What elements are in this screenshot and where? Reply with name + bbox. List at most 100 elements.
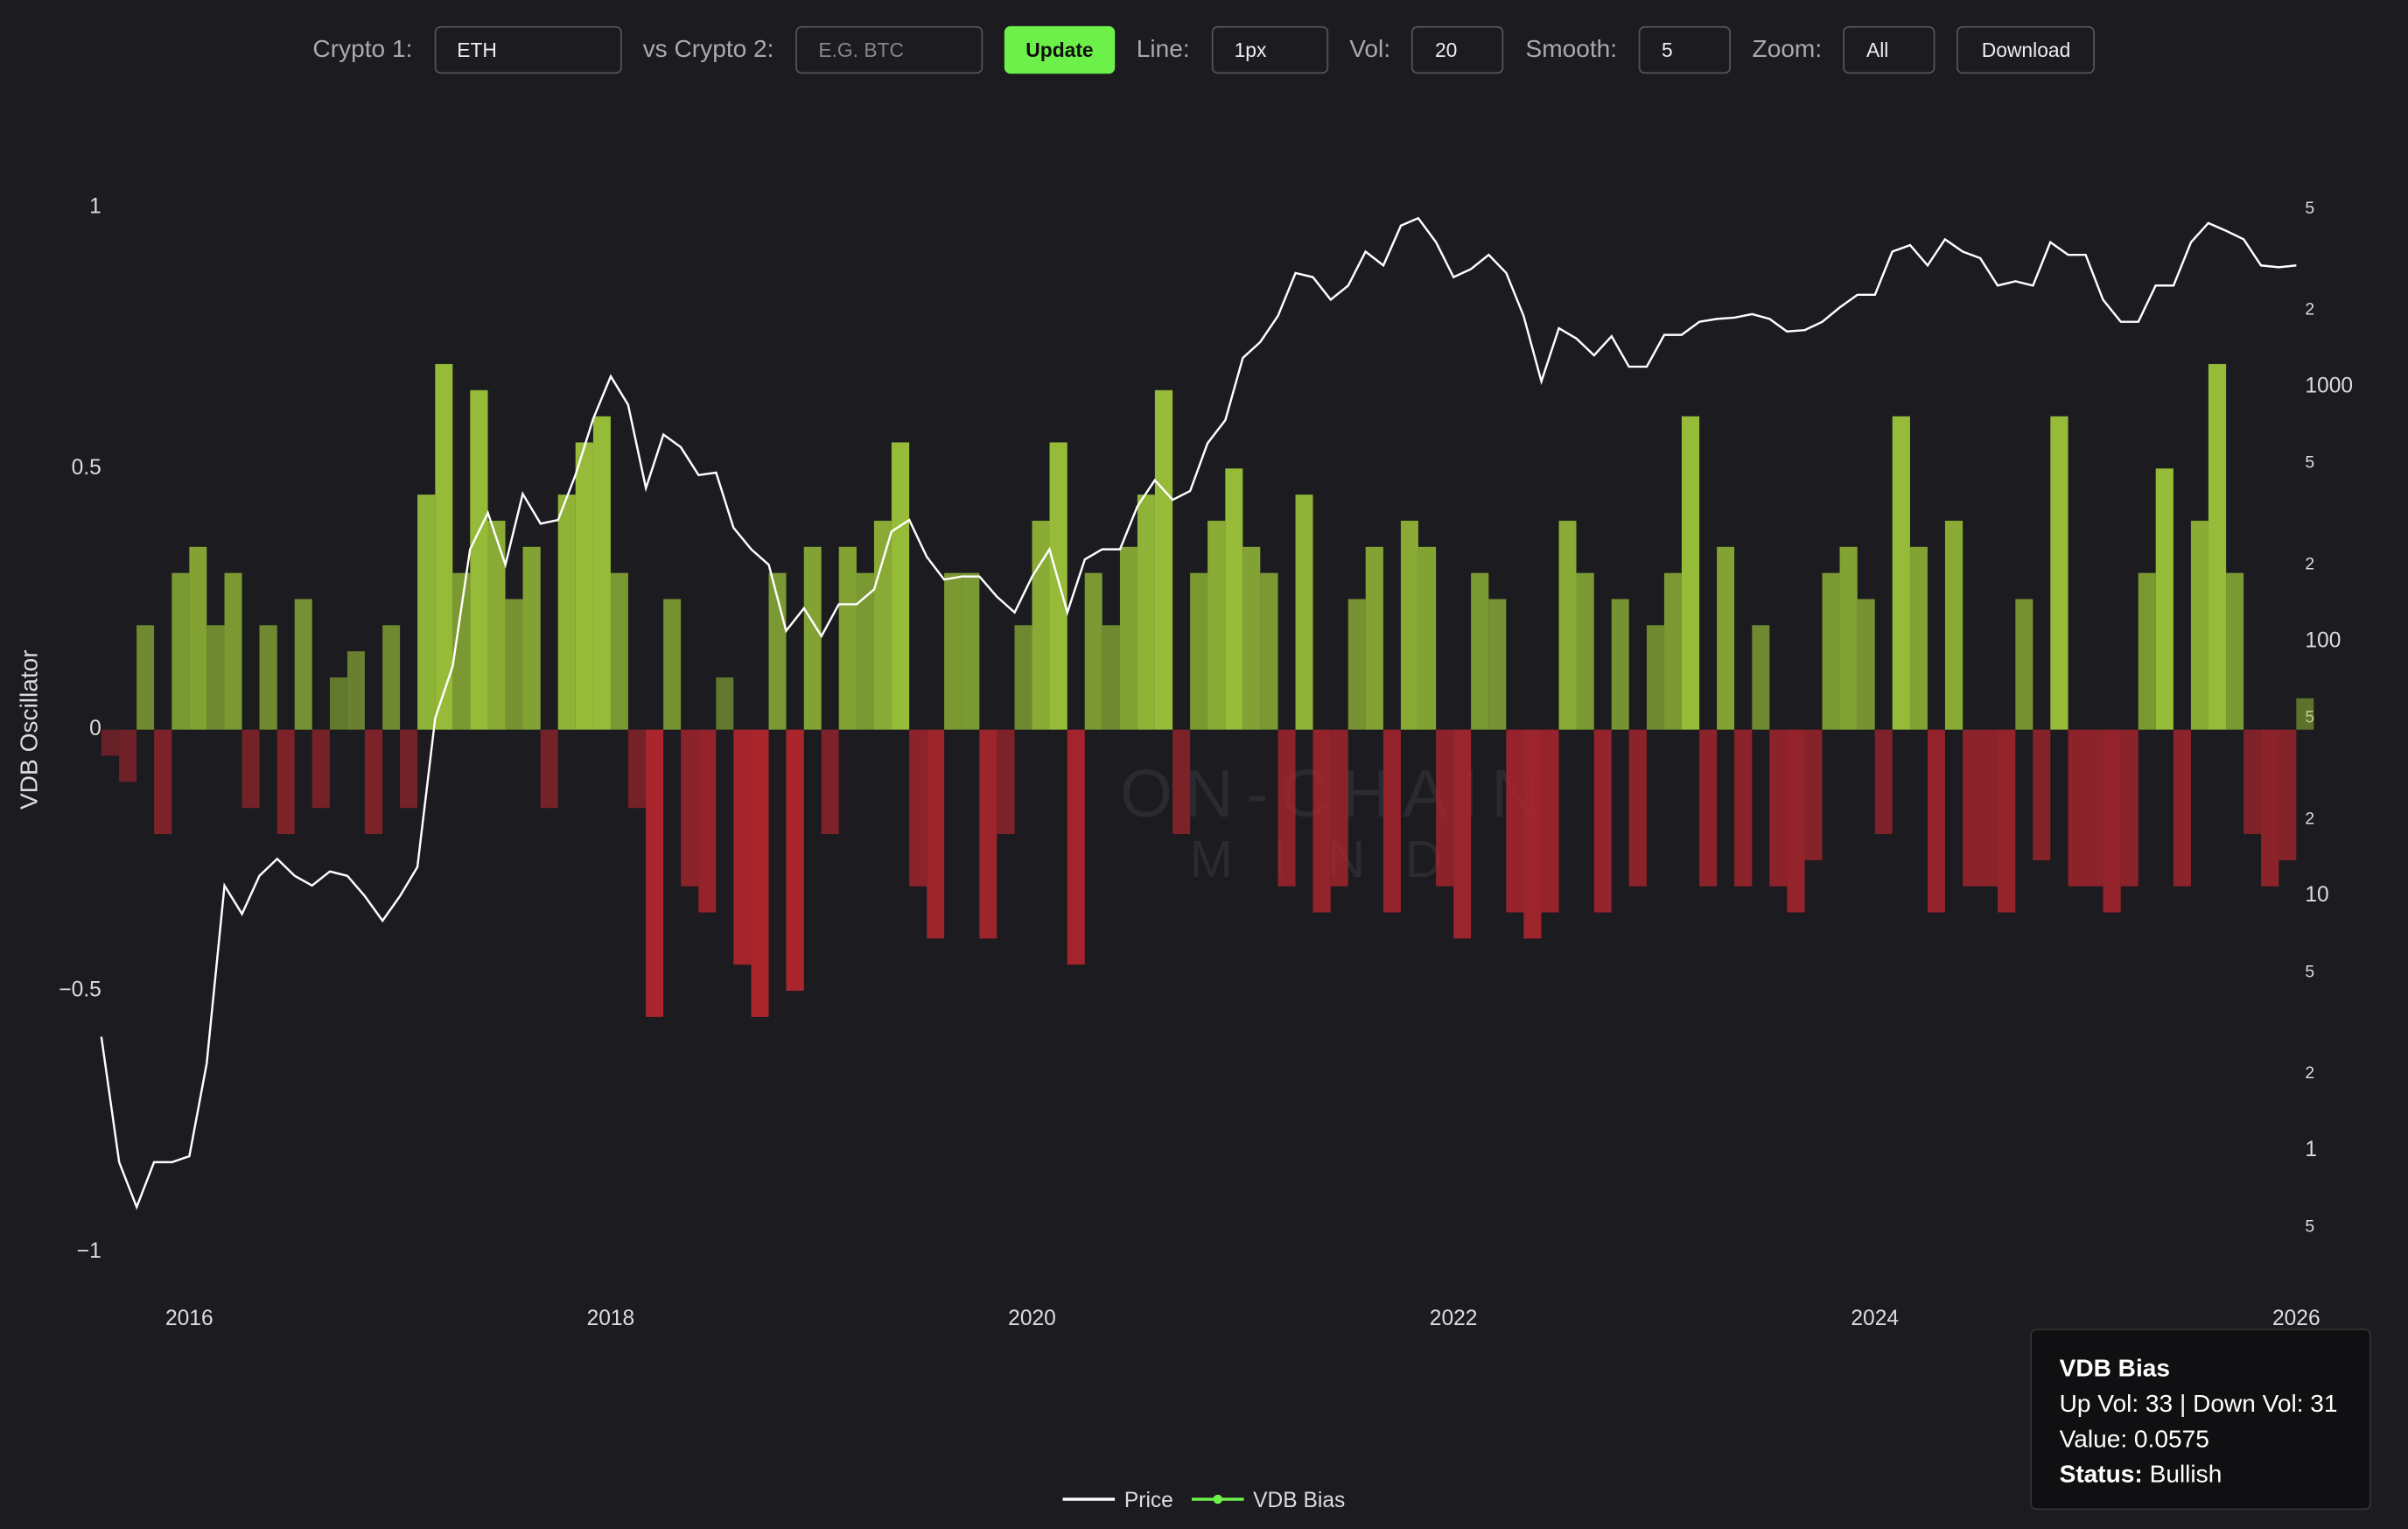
tooltip-line: Value: 0.0575 xyxy=(2059,1427,2209,1454)
bias-bar xyxy=(1734,729,1753,887)
y-tick-label: 1 xyxy=(89,194,102,218)
line-select[interactable]: 1px xyxy=(1211,25,1328,74)
y-axis-title: VDB Oscillator xyxy=(16,649,43,810)
x-tick-label: 2026 xyxy=(2272,1307,2320,1330)
crypto2-input[interactable]: E.G. BTC xyxy=(795,25,984,74)
bias-bar xyxy=(136,625,155,730)
bias-bar xyxy=(312,729,330,809)
bias-bar xyxy=(1032,520,1050,730)
bias-bar xyxy=(1558,520,1577,730)
bias-bar xyxy=(2190,520,2208,730)
bias-bar xyxy=(1208,520,1226,730)
zoom-select[interactable]: All xyxy=(1843,25,1936,74)
bias-bar xyxy=(1541,729,1559,913)
status-label: Status: xyxy=(2059,1462,2143,1489)
bias-bar xyxy=(1172,729,1191,835)
bias-bar xyxy=(2138,572,2156,730)
y-tick-label: −0.5 xyxy=(59,978,101,1002)
bias-bar xyxy=(1400,520,1418,730)
bias-bar xyxy=(346,651,365,730)
legend-label: Price xyxy=(1124,1486,1173,1512)
bias-bar xyxy=(1260,572,1278,730)
bias-bar xyxy=(382,625,401,730)
label: Vol: xyxy=(1349,36,1391,63)
y2-tick-label: 2 xyxy=(2305,555,2314,573)
bias-bar xyxy=(487,520,506,730)
bias-bar xyxy=(470,389,488,730)
bias-bar xyxy=(1242,546,1261,730)
bias-bar xyxy=(206,625,225,730)
bias-bar xyxy=(2173,729,2191,887)
bias-bar xyxy=(646,729,664,1017)
bias-bar xyxy=(1839,546,1858,730)
bias-bar xyxy=(259,625,277,730)
bias-bar xyxy=(505,599,523,730)
update-button[interactable]: Update xyxy=(1004,25,1116,74)
bias-bar xyxy=(1857,599,1875,730)
y2-tick-label: 5 xyxy=(2305,454,2314,473)
bias-bar xyxy=(1576,572,1594,730)
label: Smooth: xyxy=(1525,36,1618,63)
bias-bar xyxy=(1963,729,1981,887)
bias-bar xyxy=(944,572,962,730)
bias-bar xyxy=(1717,546,1735,730)
bias-bar xyxy=(610,572,628,730)
bias-bar xyxy=(1312,729,1331,913)
bias-bar xyxy=(1418,546,1437,730)
bias-bar xyxy=(909,729,928,887)
bias-bar xyxy=(1752,625,1770,730)
bias-bar xyxy=(1787,729,1805,913)
crypto1-input[interactable]: ETH xyxy=(433,25,622,74)
bias-bar xyxy=(1154,389,1173,730)
smooth-input[interactable]: 5 xyxy=(1638,25,1731,74)
bias-bar xyxy=(733,729,752,965)
bias-bar xyxy=(2155,468,2174,730)
bias-bar xyxy=(1471,572,1489,730)
bias-bar xyxy=(540,729,558,809)
bias-bar xyxy=(364,729,383,835)
bias-bar xyxy=(979,729,998,939)
y2-tick-label: 1 xyxy=(2305,1138,2317,1161)
x-tick-label: 2024 xyxy=(1851,1307,1899,1330)
bias-bar xyxy=(2120,729,2138,887)
bias-bar xyxy=(1874,729,1893,835)
bias-bar xyxy=(417,494,436,730)
x-tick-label: 2018 xyxy=(587,1307,635,1330)
bias-bars xyxy=(101,363,2314,1017)
legend: Price VDB Bias xyxy=(0,1487,2408,1511)
y-tick-label: 0.5 xyxy=(72,456,102,480)
bias-bar xyxy=(1084,572,1102,730)
vol-input[interactable]: 20 xyxy=(1411,25,1504,74)
bias-bar xyxy=(1699,729,1718,887)
bias-bar xyxy=(1909,546,1928,730)
bias-bar xyxy=(1278,729,1296,887)
bias-bar xyxy=(400,729,418,809)
y2-tick-label: 2 xyxy=(2305,301,2314,319)
legend-item[interactable]: Price xyxy=(1062,1486,1173,1512)
x-tick-label: 2022 xyxy=(1430,1307,1478,1330)
legend-item[interactable]: VDB Bias xyxy=(1191,1487,1345,1511)
x-tick-label: 2016 xyxy=(165,1307,214,1330)
bias-bar xyxy=(1225,468,1243,730)
bias-bar xyxy=(856,572,874,730)
bias-bar xyxy=(2015,599,2034,730)
bias-bar xyxy=(1067,729,1085,965)
y2-tick-label: 2 xyxy=(2305,810,2314,828)
price-line xyxy=(100,216,2297,1210)
y2-tick-label: 5 xyxy=(2305,1217,2314,1236)
bias-bar xyxy=(189,546,207,730)
y2-tick-label: 100 xyxy=(2305,628,2341,652)
bias-bar xyxy=(1980,729,1998,887)
bias-bar xyxy=(1119,546,1138,730)
bias-bar xyxy=(2226,572,2244,730)
x-tick-label: 2020 xyxy=(1008,1307,1056,1330)
download-button[interactable]: Download xyxy=(1956,25,2096,74)
bias-bar xyxy=(2278,729,2297,860)
tooltip-line: Up Vol: 33 | Down Vol: 31 xyxy=(2059,1392,2338,1418)
status-value: Bullish xyxy=(2149,1462,2222,1489)
bias-bar xyxy=(751,729,769,1017)
bias-bar xyxy=(329,677,347,730)
bias-bar xyxy=(1365,546,1383,730)
bias-bar xyxy=(2033,729,2051,860)
